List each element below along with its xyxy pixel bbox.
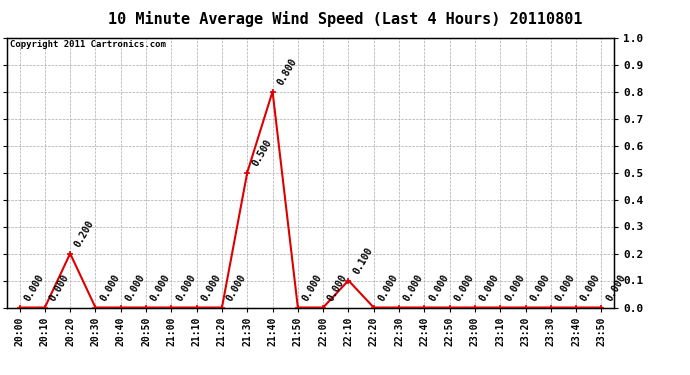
Text: Copyright 2011 Cartronics.com: Copyright 2011 Cartronics.com bbox=[10, 40, 166, 49]
Text: 0.000: 0.000 bbox=[301, 273, 324, 303]
Text: 0.000: 0.000 bbox=[48, 273, 71, 303]
Text: 0.000: 0.000 bbox=[377, 273, 400, 303]
Text: 0.000: 0.000 bbox=[174, 273, 197, 303]
Text: 0.500: 0.500 bbox=[250, 138, 273, 168]
Text: 0.000: 0.000 bbox=[22, 273, 46, 303]
Text: 0.000: 0.000 bbox=[553, 273, 577, 303]
Text: 0.000: 0.000 bbox=[453, 273, 476, 303]
Text: 0.000: 0.000 bbox=[579, 273, 602, 303]
Text: 10 Minute Average Wind Speed (Last 4 Hours) 20110801: 10 Minute Average Wind Speed (Last 4 Hou… bbox=[108, 11, 582, 27]
Text: 0.100: 0.100 bbox=[351, 246, 375, 276]
Text: 0.000: 0.000 bbox=[604, 273, 628, 303]
Text: 0.000: 0.000 bbox=[199, 273, 223, 303]
Text: 0.000: 0.000 bbox=[149, 273, 172, 303]
Text: 0.000: 0.000 bbox=[326, 273, 349, 303]
Text: 0.200: 0.200 bbox=[73, 219, 97, 249]
Text: 0.000: 0.000 bbox=[529, 273, 552, 303]
Text: 0.000: 0.000 bbox=[402, 273, 425, 303]
Text: 0.000: 0.000 bbox=[225, 273, 248, 303]
Text: 0.000: 0.000 bbox=[477, 273, 501, 303]
Text: 0.000: 0.000 bbox=[427, 273, 451, 303]
Text: 0.800: 0.800 bbox=[275, 57, 299, 87]
Text: 0.000: 0.000 bbox=[124, 273, 147, 303]
Text: 0.000: 0.000 bbox=[98, 273, 121, 303]
Text: 0.000: 0.000 bbox=[503, 273, 526, 303]
